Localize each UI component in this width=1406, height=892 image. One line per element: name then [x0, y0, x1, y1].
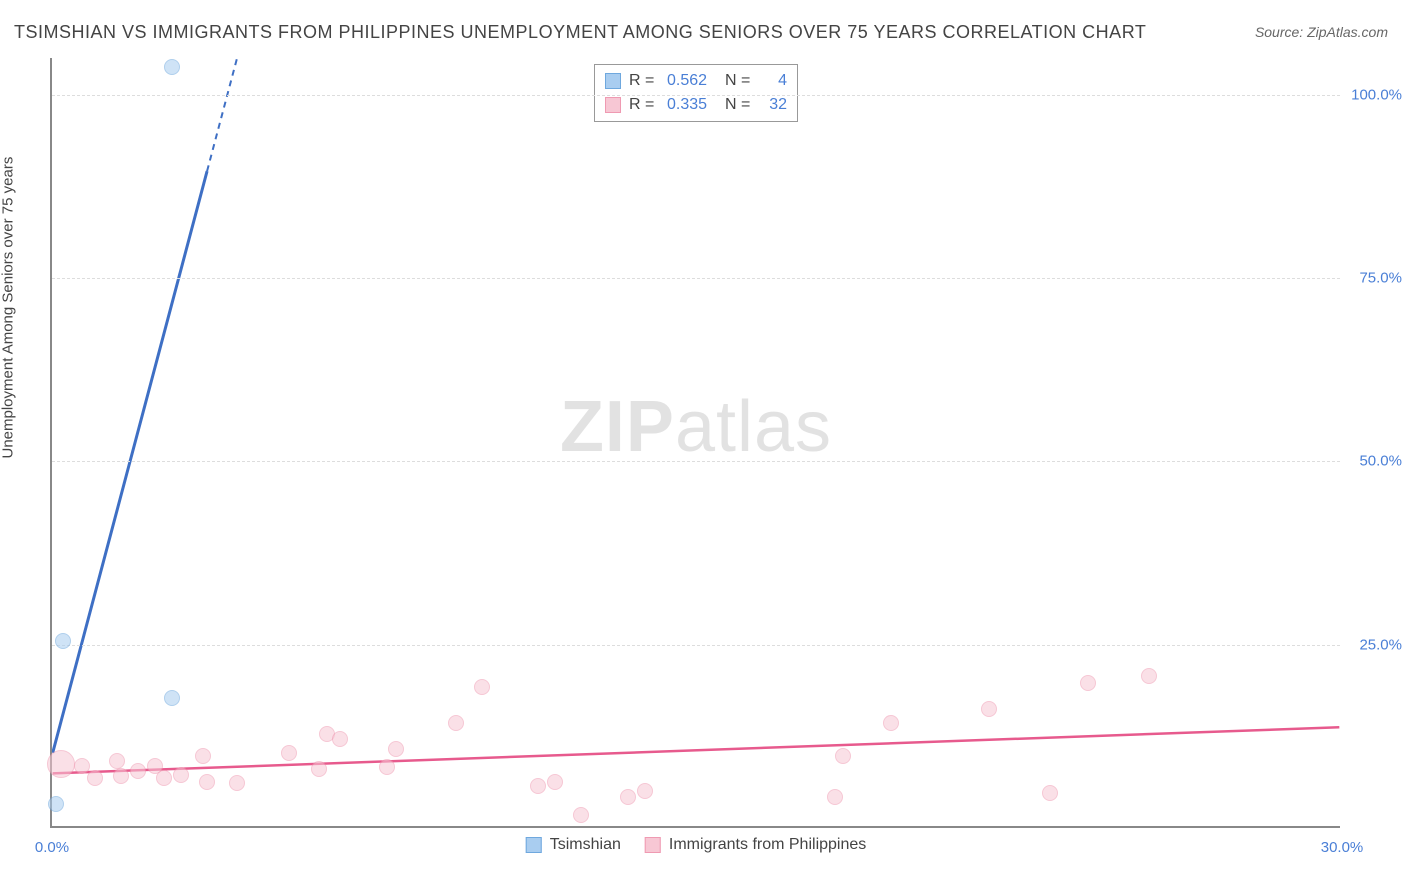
gridline — [52, 278, 1340, 279]
chart-plot-area: ZIPatlas R =0.562N =4R =0.335N =32 Tsims… — [50, 58, 1340, 828]
data-point — [109, 753, 125, 769]
legend-n-label: N = — [725, 93, 755, 117]
data-point — [156, 770, 172, 786]
legend-n-label: N = — [725, 69, 755, 93]
watermark-light: atlas — [675, 387, 832, 467]
gridline — [52, 645, 1340, 646]
data-point — [474, 679, 490, 695]
gridline — [52, 461, 1340, 462]
data-point — [1080, 675, 1096, 691]
data-point — [55, 633, 71, 649]
data-point — [620, 789, 636, 805]
legend-swatch — [526, 837, 542, 853]
data-point — [530, 778, 546, 794]
data-point — [835, 748, 851, 764]
legend-label: Tsimshian — [550, 836, 621, 854]
legend-n-value: 4 — [763, 69, 787, 93]
y-tick-label: 75.0% — [1359, 270, 1402, 287]
data-point — [637, 783, 653, 799]
data-point — [448, 715, 464, 731]
data-point — [573, 807, 589, 823]
trend-lines-layer — [52, 58, 1340, 826]
legend-r-value: 0.562 — [667, 69, 717, 93]
data-point — [332, 731, 348, 747]
data-point — [199, 774, 215, 790]
legend-item: Tsimshian — [526, 836, 621, 854]
data-point — [311, 761, 327, 777]
watermark-bold: ZIP — [560, 387, 675, 467]
data-point — [74, 758, 90, 774]
legend-label: Immigrants from Philippines — [669, 836, 866, 854]
data-point — [229, 775, 245, 791]
data-point — [981, 701, 997, 717]
data-point — [883, 715, 899, 731]
data-point — [130, 763, 146, 779]
data-point — [388, 741, 404, 757]
legend-row: R = 0.562 N = 4 — [605, 69, 787, 93]
x-tick-label: 0.0% — [35, 839, 69, 856]
data-point — [48, 796, 64, 812]
x-tick-label: 30.0% — [1321, 839, 1364, 856]
legend-swatch — [605, 97, 621, 113]
y-tick-label: 100.0% — [1351, 86, 1402, 103]
y-axis-label: Unemployment Among Seniors over 75 years — [0, 157, 17, 459]
y-tick-label: 25.0% — [1359, 636, 1402, 653]
chart-title: TSIMSHIAN VS IMMIGRANTS FROM PHILIPPINES… — [14, 22, 1146, 43]
data-point — [1141, 668, 1157, 684]
data-point — [164, 59, 180, 75]
data-point — [87, 770, 103, 786]
y-tick-label: 50.0% — [1359, 453, 1402, 470]
data-point — [113, 768, 129, 784]
data-point — [281, 745, 297, 761]
data-point — [47, 750, 75, 778]
data-point — [195, 748, 211, 764]
legend-item: Immigrants from Philippines — [645, 836, 866, 854]
data-point — [547, 774, 563, 790]
series-legend: Tsimshian Immigrants from Philippines — [526, 836, 867, 854]
source-attribution: Source: ZipAtlas.com — [1255, 24, 1388, 40]
data-point — [173, 767, 189, 783]
correlation-legend: R = 0.562 N = 4 R = 0.335 N = 32 — [594, 64, 798, 122]
watermark-text: ZIPatlas — [560, 386, 832, 468]
data-point — [164, 690, 180, 706]
legend-r-label: R = — [629, 93, 659, 117]
legend-n-value: 32 — [763, 93, 787, 117]
gridline — [52, 95, 1340, 96]
legend-swatch — [605, 73, 621, 89]
legend-swatch — [645, 837, 661, 853]
legend-r-value: 0.335 — [667, 93, 717, 117]
legend-row: R = 0.335 N = 32 — [605, 93, 787, 117]
data-point — [1042, 785, 1058, 801]
data-point — [379, 759, 395, 775]
data-point — [827, 789, 843, 805]
legend-r-label: R = — [629, 69, 659, 93]
